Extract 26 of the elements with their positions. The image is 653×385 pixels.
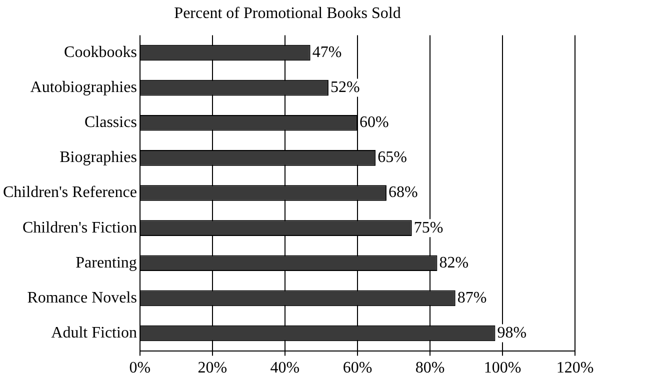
data-label: 98% [497, 324, 527, 342]
x-tick-label: 60% [342, 360, 372, 377]
data-label: 75% [414, 219, 444, 236]
data-label: 60% [359, 114, 389, 132]
y-tick-label: Children's Fiction [22, 219, 137, 236]
y-tick-label: Autobiographies [30, 79, 137, 96]
y-tick-label: Romance Novels [27, 289, 137, 306]
data-label: 65% [378, 149, 407, 166]
y-tick-label: Adult Fiction [51, 324, 137, 342]
data-label: 47% [312, 44, 342, 61]
x-tick-label: 120% [556, 360, 594, 377]
y-tick-label: Biographies [60, 149, 137, 166]
data-label: 87% [457, 289, 487, 306]
x-tick-label: 40% [270, 360, 300, 377]
data-label: 82% [439, 254, 469, 272]
x-tick-label: 0% [129, 360, 151, 377]
y-tick-label: Classics [84, 114, 137, 132]
chart-title: Percent of Promotional Books Sold [174, 4, 401, 22]
x-tick-label: 100% [484, 360, 522, 377]
y-tick-label: Cookbooks [64, 44, 137, 61]
data-label: 68% [388, 184, 418, 202]
y-tick-label: Parenting [76, 254, 137, 272]
x-tick-label: 20% [198, 360, 228, 377]
y-tick-label: Children's Reference [3, 184, 137, 202]
data-label: 52% [330, 79, 360, 96]
x-tick-label: 80% [415, 360, 445, 377]
